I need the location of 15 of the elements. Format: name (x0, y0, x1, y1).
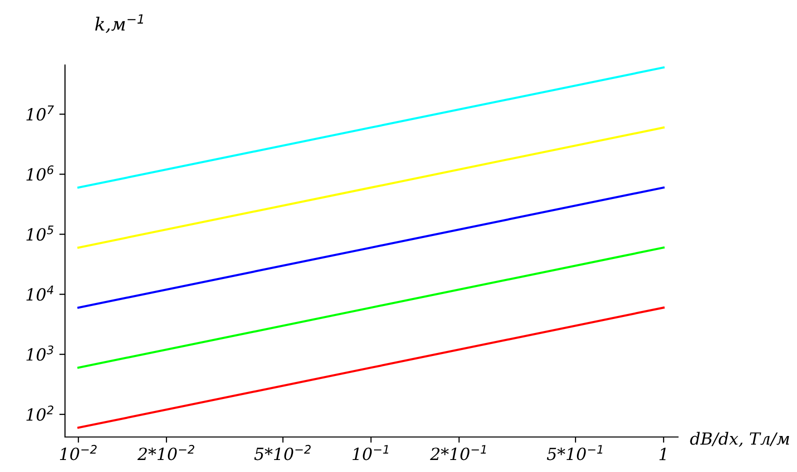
x-tick-label: 1 (659, 448, 666, 460)
x-tick-label: 5*10$^{−2}$ (254, 444, 311, 460)
x-tick-label: 10$^{−1}$ (352, 445, 388, 460)
x-tick-label: 2*10$^{−2}$ (137, 444, 194, 460)
y-tick-label: 10$^{4}$ (26, 286, 54, 301)
y-axis-title: k,м$^{−1}$ (95, 14, 143, 33)
x-axis-title: dB/dx, Тл/м (690, 432, 790, 447)
y-tick-label: 10$^{2}$ (26, 406, 54, 421)
y-tick-label: 10$^{7}$ (26, 106, 54, 121)
x-tick-label: 5*10$^{−1}$ (546, 445, 602, 460)
y-tick-label: 10$^{6}$ (26, 165, 54, 181)
x-tick-label: 2*10$^{−1}$ (430, 445, 486, 460)
x-tick-label: 10$^{−2}$ (60, 444, 97, 460)
y-tick-label: 10$^{5}$ (26, 226, 54, 241)
y-tick-label: 10$^{3}$ (26, 346, 54, 361)
